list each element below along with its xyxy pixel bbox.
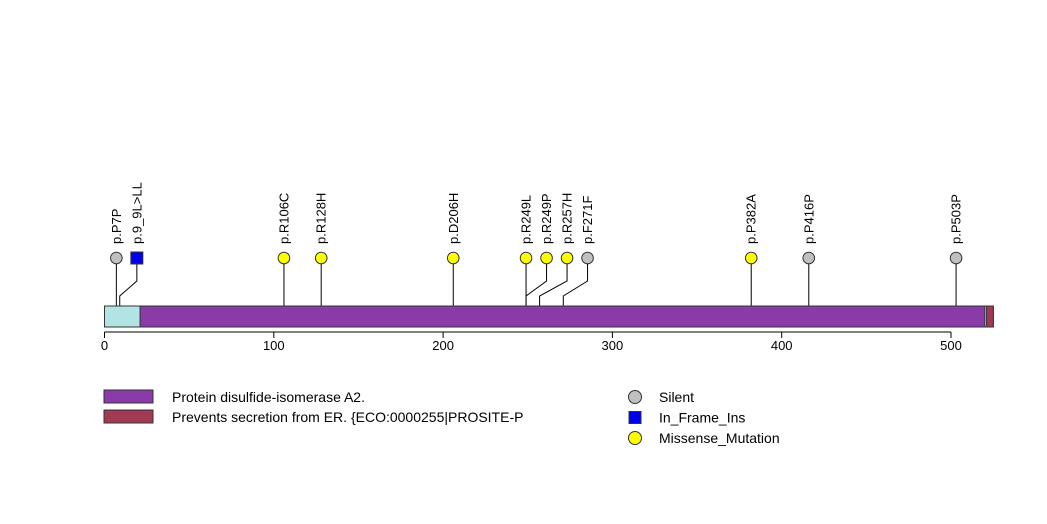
mutation-type-legend-label: In_Frame_Ins: [659, 410, 745, 426]
mutation-marker-circle: [581, 251, 594, 265]
axis-tick-label: 500: [940, 338, 962, 353]
x-axis: 0 100 200 300 400 500: [101, 331, 962, 353]
mutation-stem: [525, 258, 548, 306]
mutation-label: p.P416P: [801, 194, 816, 244]
mutation-marker-circle: [744, 251, 758, 265]
mutation-label: p.R128H: [314, 193, 329, 244]
mutation-marker-circle: [519, 251, 533, 265]
mutation-label: p.9_9L>LL: [129, 182, 144, 244]
mutation-label: p.R249P: [539, 193, 554, 244]
mutation-type-legend-circle: [628, 431, 642, 445]
mutation-marker-square: [130, 251, 144, 265]
mutation-marker-circle: [277, 251, 291, 265]
mutation-marker-circle: [560, 251, 574, 265]
mutation-marker-circle: [540, 251, 553, 265]
mutation-label: p.R106C: [276, 193, 291, 244]
domain-legend-label: Prevents secretion from ER. {ECO:0000255…: [172, 409, 523, 425]
axis-tick-label: 0: [101, 338, 108, 353]
domain-legend-swatch: [103, 409, 154, 424]
mutation-type-legend-label: Silent: [659, 389, 694, 405]
mutation-label: p.P503P: [949, 194, 964, 244]
mutation-marker-circle: [802, 251, 816, 265]
mutation-type-legend: Silent In_Frame_Ins Missense_Mutation: [628, 389, 780, 446]
mutation-marker-circle: [446, 251, 460, 265]
mutation-stem: [539, 258, 568, 306]
mutation-stem: [119, 258, 138, 306]
domain-legend-swatch: [103, 389, 154, 404]
mutation-type-legend-label: Missense_Mutation: [659, 430, 780, 446]
domain-legend-label: Protein disulfide-isomerase A2.: [172, 389, 365, 405]
domain-block-1: [986, 305, 994, 328]
mutation-label: p.P382A: [744, 194, 759, 244]
marker-layer: [110, 251, 963, 265]
axis-tick-label: 300: [602, 338, 624, 353]
mutation-label: p.P7P: [109, 209, 124, 244]
mutation-label: p.R257H: [560, 193, 575, 244]
mutation-label: p.F271F: [580, 196, 595, 244]
mutation-marker-circle: [949, 251, 963, 265]
mutation-marker-circle: [314, 251, 328, 265]
domain-legend: Protein disulfide-isomerase A2. Prevents …: [103, 389, 523, 425]
axis-tick-label: 200: [432, 338, 454, 353]
axis-tick-label: 100: [263, 338, 285, 353]
mutation-type-legend-circle: [628, 390, 642, 404]
stem-layer: [115, 258, 957, 306]
mutation-stem: [562, 258, 589, 306]
mutation-marker-circle: [110, 251, 123, 265]
mutation-label: p.R249L: [519, 195, 534, 244]
mutation-type-legend-square: [628, 411, 642, 424]
protein-track: [104, 305, 994, 328]
mutation-label: p.D206H: [446, 193, 461, 244]
mutation-label-layer: p.P7P p.9_9L>LL p.R106C p.R128H p.D206H p.R24…: [109, 182, 964, 244]
domain-block-0: [139, 305, 986, 328]
axis-tick-label: 400: [771, 338, 793, 353]
